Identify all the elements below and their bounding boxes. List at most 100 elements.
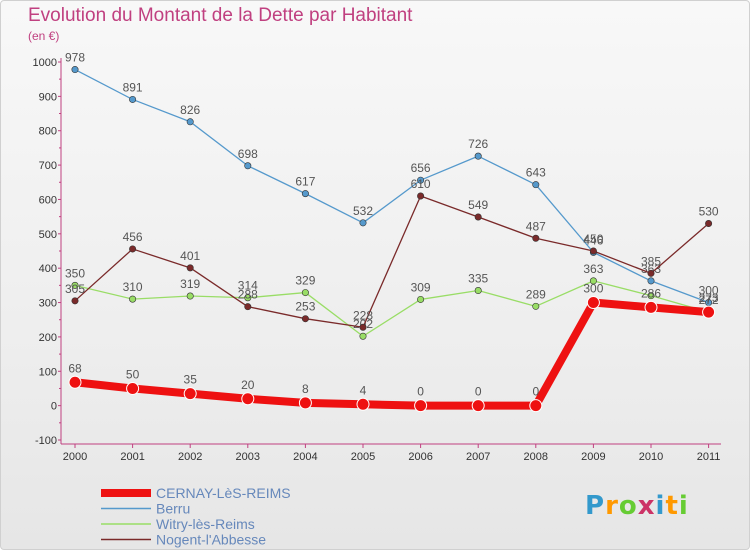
x-tick-label: 2002 [178,451,202,463]
data-point-nogent-l-abbesse [589,247,597,255]
data-point-witry-l-s-reims [71,281,79,289]
legend-label-cernay-l-s-reims: CERNAY-LèS-REIMS [156,485,291,501]
data-label-berru: 643 [526,166,546,180]
data-point-nogent-l-abbesse [244,303,252,311]
data-label-nogent-l-abbesse: 288 [238,288,258,302]
data-point-cernay-l-s-reims [471,399,485,413]
y-unit-label: (en €) [28,29,60,43]
y-tick-label: 300 [39,298,57,310]
data-label-cernay-l-s-reims: 286 [641,286,661,300]
data-label-witry-l-s-reims: 329 [295,274,315,288]
data-label-nogent-l-abbesse: 456 [123,230,143,244]
data-label-berru: 363 [641,262,661,276]
data-point-cernay-l-s-reims [356,397,370,411]
data-point-witry-l-s-reims [589,277,597,285]
data-label-berru: 617 [295,175,315,189]
data-point-witry-l-s-reims [186,292,194,300]
data-point-witry-l-s-reims [647,292,655,300]
data-point-berru [186,118,194,126]
data-label-cernay-l-s-reims: 35 [184,373,198,387]
data-label-cernay-l-s-reims: 0 [475,385,482,399]
chart-title: Evolution du Montant de la Dette par Hab… [28,5,413,26]
x-tick-label: 2005 [351,451,375,463]
data-label-cernay-l-s-reims: 20 [241,378,255,392]
data-point-witry-l-s-reims [359,332,367,340]
data-point-cernay-l-s-reims [414,399,428,413]
x-tick-label: 2004 [293,451,317,463]
data-point-witry-l-s-reims [129,295,137,303]
data-label-witry-l-s-reims: 363 [583,262,603,276]
data-label-witry-l-s-reims: 350 [65,266,85,280]
logo-letter: x [637,491,656,521]
data-point-nogent-l-abbesse [647,269,655,277]
data-point-berru [417,176,425,184]
data-label-berru: 826 [180,103,200,117]
y-tick-label: -100 [35,435,57,447]
data-label-cernay-l-s-reims: 300 [583,282,603,296]
data-label-cernay-l-s-reims: 0 [532,385,539,399]
data-label-nogent-l-abbesse: 228 [353,308,373,322]
data-point-witry-l-s-reims [244,294,252,302]
y-tick-label: 1000 [33,57,57,69]
data-point-nogent-l-abbesse [71,297,79,305]
logo-letter: P [585,491,606,521]
data-label-witry-l-s-reims: 272 [699,293,719,307]
data-point-nogent-l-abbesse [129,245,137,253]
data-label-berru: 656 [411,161,431,175]
data-point-berru [301,190,309,198]
data-point-nogent-l-abbesse [705,220,713,228]
data-label-berru: 532 [353,204,373,218]
data-point-witry-l-s-reims [474,287,482,295]
series-line-witry-l-s-reims [74,280,710,337]
x-tick-label: 2009 [581,451,605,463]
data-label-berru: 698 [238,147,258,161]
data-point-berru [129,95,137,103]
y-tick-label: 400 [39,263,57,275]
data-point-nogent-l-abbesse [359,323,367,331]
data-point-cernay-l-s-reims [644,300,658,314]
legend-label-witry-l-s-reims: Witry-lès-Reims [156,516,255,532]
data-point-cernay-l-s-reims [702,305,716,319]
data-point-cernay-l-s-reims [241,392,255,406]
x-tick-label: 2006 [408,451,432,463]
data-point-nogent-l-abbesse [417,192,425,200]
data-label-nogent-l-abbesse: 305 [65,282,85,296]
data-point-cernay-l-s-reims [183,387,197,401]
data-label-cernay-l-s-reims: 0 [417,385,424,399]
data-label-berru: 446 [583,233,603,247]
data-label-nogent-l-abbesse: 401 [180,249,200,263]
logo-letter: o [618,491,638,521]
y-tick-label: 100 [39,366,57,378]
x-tick-label: 2010 [639,451,663,463]
data-label-nogent-l-abbesse: 450 [583,232,603,246]
logo-letter: i [678,491,689,521]
series-line-nogent-l-abbesse [74,195,710,328]
data-label-cernay-l-s-reims: 273 [699,291,719,305]
y-tick-label: 700 [39,160,57,172]
y-tick-label: 200 [39,332,57,344]
data-label-nogent-l-abbesse: 385 [641,254,661,268]
y-tick-label: 600 [39,194,57,206]
data-label-berru: 978 [65,51,85,65]
data-point-nogent-l-abbesse [186,264,194,272]
data-point-cernay-l-s-reims [298,396,312,410]
y-tick-label: 900 [39,91,57,103]
data-label-witry-l-s-reims: 314 [238,279,258,293]
data-point-berru [647,277,655,285]
data-label-cernay-l-s-reims: 50 [126,367,140,381]
data-label-berru: 891 [123,80,143,94]
x-tick-label: 2001 [120,451,144,463]
data-point-nogent-l-abbesse [301,315,309,323]
data-label-nogent-l-abbesse: 530 [699,205,719,219]
data-point-witry-l-s-reims [417,295,425,303]
data-label-cernay-l-s-reims: 68 [68,361,82,375]
x-tick-label: 2011 [697,451,721,463]
data-point-witry-l-s-reims [301,289,309,297]
data-point-nogent-l-abbesse [532,234,540,242]
data-point-berru [359,219,367,227]
series-line-cernay-l-s-reims [71,298,713,410]
y-tick-label: 800 [39,126,57,138]
proxiti-logo: Proxiti [585,491,689,521]
data-label-witry-l-s-reims: 309 [411,280,431,294]
data-point-berru [244,162,252,170]
